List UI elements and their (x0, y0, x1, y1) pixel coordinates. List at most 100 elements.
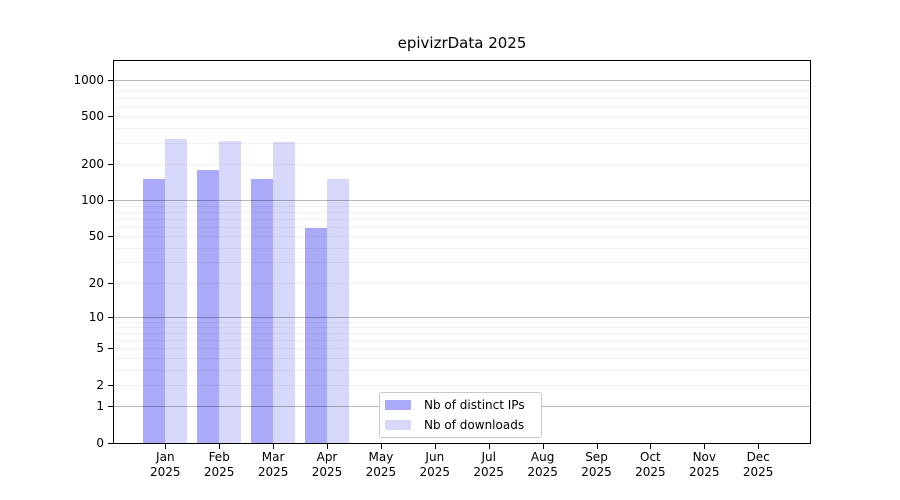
x-tick-label: Oct 2025 (622, 450, 678, 480)
bar-distinct-ips-mar (251, 179, 274, 443)
gridline (114, 205, 810, 207)
y-tick-label: 1000 (73, 72, 104, 87)
y-tick-label: 0 (96, 435, 104, 450)
x-tick (704, 444, 706, 449)
y-tick (108, 236, 113, 238)
x-tick-month: Dec (746, 450, 770, 464)
legend-item-distinct-ips: Nb of distinct IPs (380, 395, 541, 415)
y-tick (108, 316, 113, 318)
x-tick-label: Nov 2025 (676, 450, 732, 480)
x-tick-label: Apr 2025 (299, 450, 355, 480)
x-tick-month: May (368, 450, 394, 464)
legend-item-downloads: Nb of downloads (380, 415, 541, 435)
y-tick-label: 100 (81, 193, 104, 208)
x-tick-year: 2025 (311, 465, 343, 479)
x-tick-year: 2025 (365, 465, 397, 479)
gridline (114, 226, 810, 228)
legend-swatch-downloads (385, 420, 411, 430)
gridline (114, 321, 810, 323)
y-tick-label: 20 (88, 275, 104, 290)
bar-distinct-ips-apr (305, 227, 327, 443)
x-tick-year: 2025 (635, 465, 666, 479)
x-tick (219, 444, 221, 449)
gridline (114, 200, 810, 202)
gridline (114, 369, 810, 371)
gridline (114, 211, 810, 213)
y-tick (108, 348, 113, 350)
x-tick (596, 444, 598, 449)
bar-downloads-mar (273, 141, 296, 443)
gridline (114, 79, 810, 81)
gridline (114, 262, 810, 264)
legend: Nb of distinct IPs Nb of downloads (379, 392, 542, 438)
x-tick-year: 2025 (257, 465, 289, 479)
bar-downloads-jan (165, 138, 188, 443)
y-tick-label: 1 (96, 399, 104, 414)
bar-downloads-feb (219, 141, 242, 443)
x-tick-label: Aug 2025 (515, 450, 571, 480)
gridline (114, 116, 810, 118)
x-tick-year: 2025 (527, 465, 558, 479)
x-tick (327, 444, 328, 449)
y-tick (108, 282, 113, 284)
x-tick-month: Jan (156, 450, 175, 464)
y-tick-label: 2 (96, 377, 104, 392)
x-tick (380, 444, 382, 449)
bar-distinct-ips-jan (143, 179, 166, 443)
chart-title: epivizrData 2025 (397, 34, 527, 52)
x-tick-label: Feb 2025 (191, 450, 247, 480)
x-tick-month: Oct (640, 450, 661, 464)
x-tick-year: 2025 (150, 465, 181, 479)
x-tick-label: Jun 2025 (407, 450, 463, 480)
gridline (114, 98, 810, 100)
gridline (114, 91, 810, 93)
x-tick-label: Sep 2025 (569, 450, 625, 480)
x-tick-label: Jan 2025 (137, 450, 193, 480)
x-tick-year: 2025 (203, 465, 235, 479)
gridline (114, 316, 810, 318)
gridline (114, 247, 810, 249)
bar-downloads-apr (327, 179, 349, 443)
y-tick (108, 384, 113, 386)
y-tick-label: 10 (88, 309, 104, 324)
gridline (114, 236, 810, 238)
gridline (114, 142, 810, 144)
y-tick (108, 406, 113, 408)
y-tick-label: 5 (96, 341, 104, 356)
x-tick (650, 444, 652, 449)
gridline (114, 85, 810, 87)
x-tick-month: Aug (530, 450, 555, 464)
x-tick (434, 444, 436, 449)
x-tick-year: 2025 (742, 465, 774, 479)
gridline (114, 106, 810, 108)
x-tick-label: Jul 2025 (461, 450, 517, 480)
gridline (114, 384, 810, 386)
gridline (114, 357, 810, 359)
y-tick (108, 79, 113, 81)
x-tick (165, 444, 167, 449)
gridline (114, 333, 810, 335)
y-tick-label: 500 (81, 109, 104, 124)
x-tick (758, 444, 760, 449)
x-tick-year: 2025 (581, 465, 612, 479)
x-tick-label: Dec 2025 (730, 450, 786, 480)
x-tick-month: Jul (481, 450, 496, 464)
gridline (114, 348, 810, 350)
y-tick-label: 200 (81, 157, 104, 172)
x-tick-month: Nov (692, 450, 716, 464)
gridline (114, 282, 810, 284)
x-tick-year: 2025 (473, 465, 504, 479)
gridline (114, 218, 810, 220)
x-tick-label: Mar 2025 (245, 450, 301, 480)
x-tick-year: 2025 (689, 465, 720, 479)
x-tick-month: Feb (208, 450, 230, 464)
x-tick-month: Jun (425, 450, 445, 464)
x-tick-month: Apr (316, 450, 338, 464)
x-tick-month: Mar (261, 450, 285, 464)
y-tick (108, 164, 113, 166)
legend-label-distinct-ips: Nb of distinct IPs (424, 398, 525, 412)
legend-label-downloads: Nb of downloads (424, 418, 525, 432)
gridline (114, 340, 810, 342)
bar-distinct-ips-feb (197, 169, 220, 443)
y-tick (108, 200, 113, 202)
